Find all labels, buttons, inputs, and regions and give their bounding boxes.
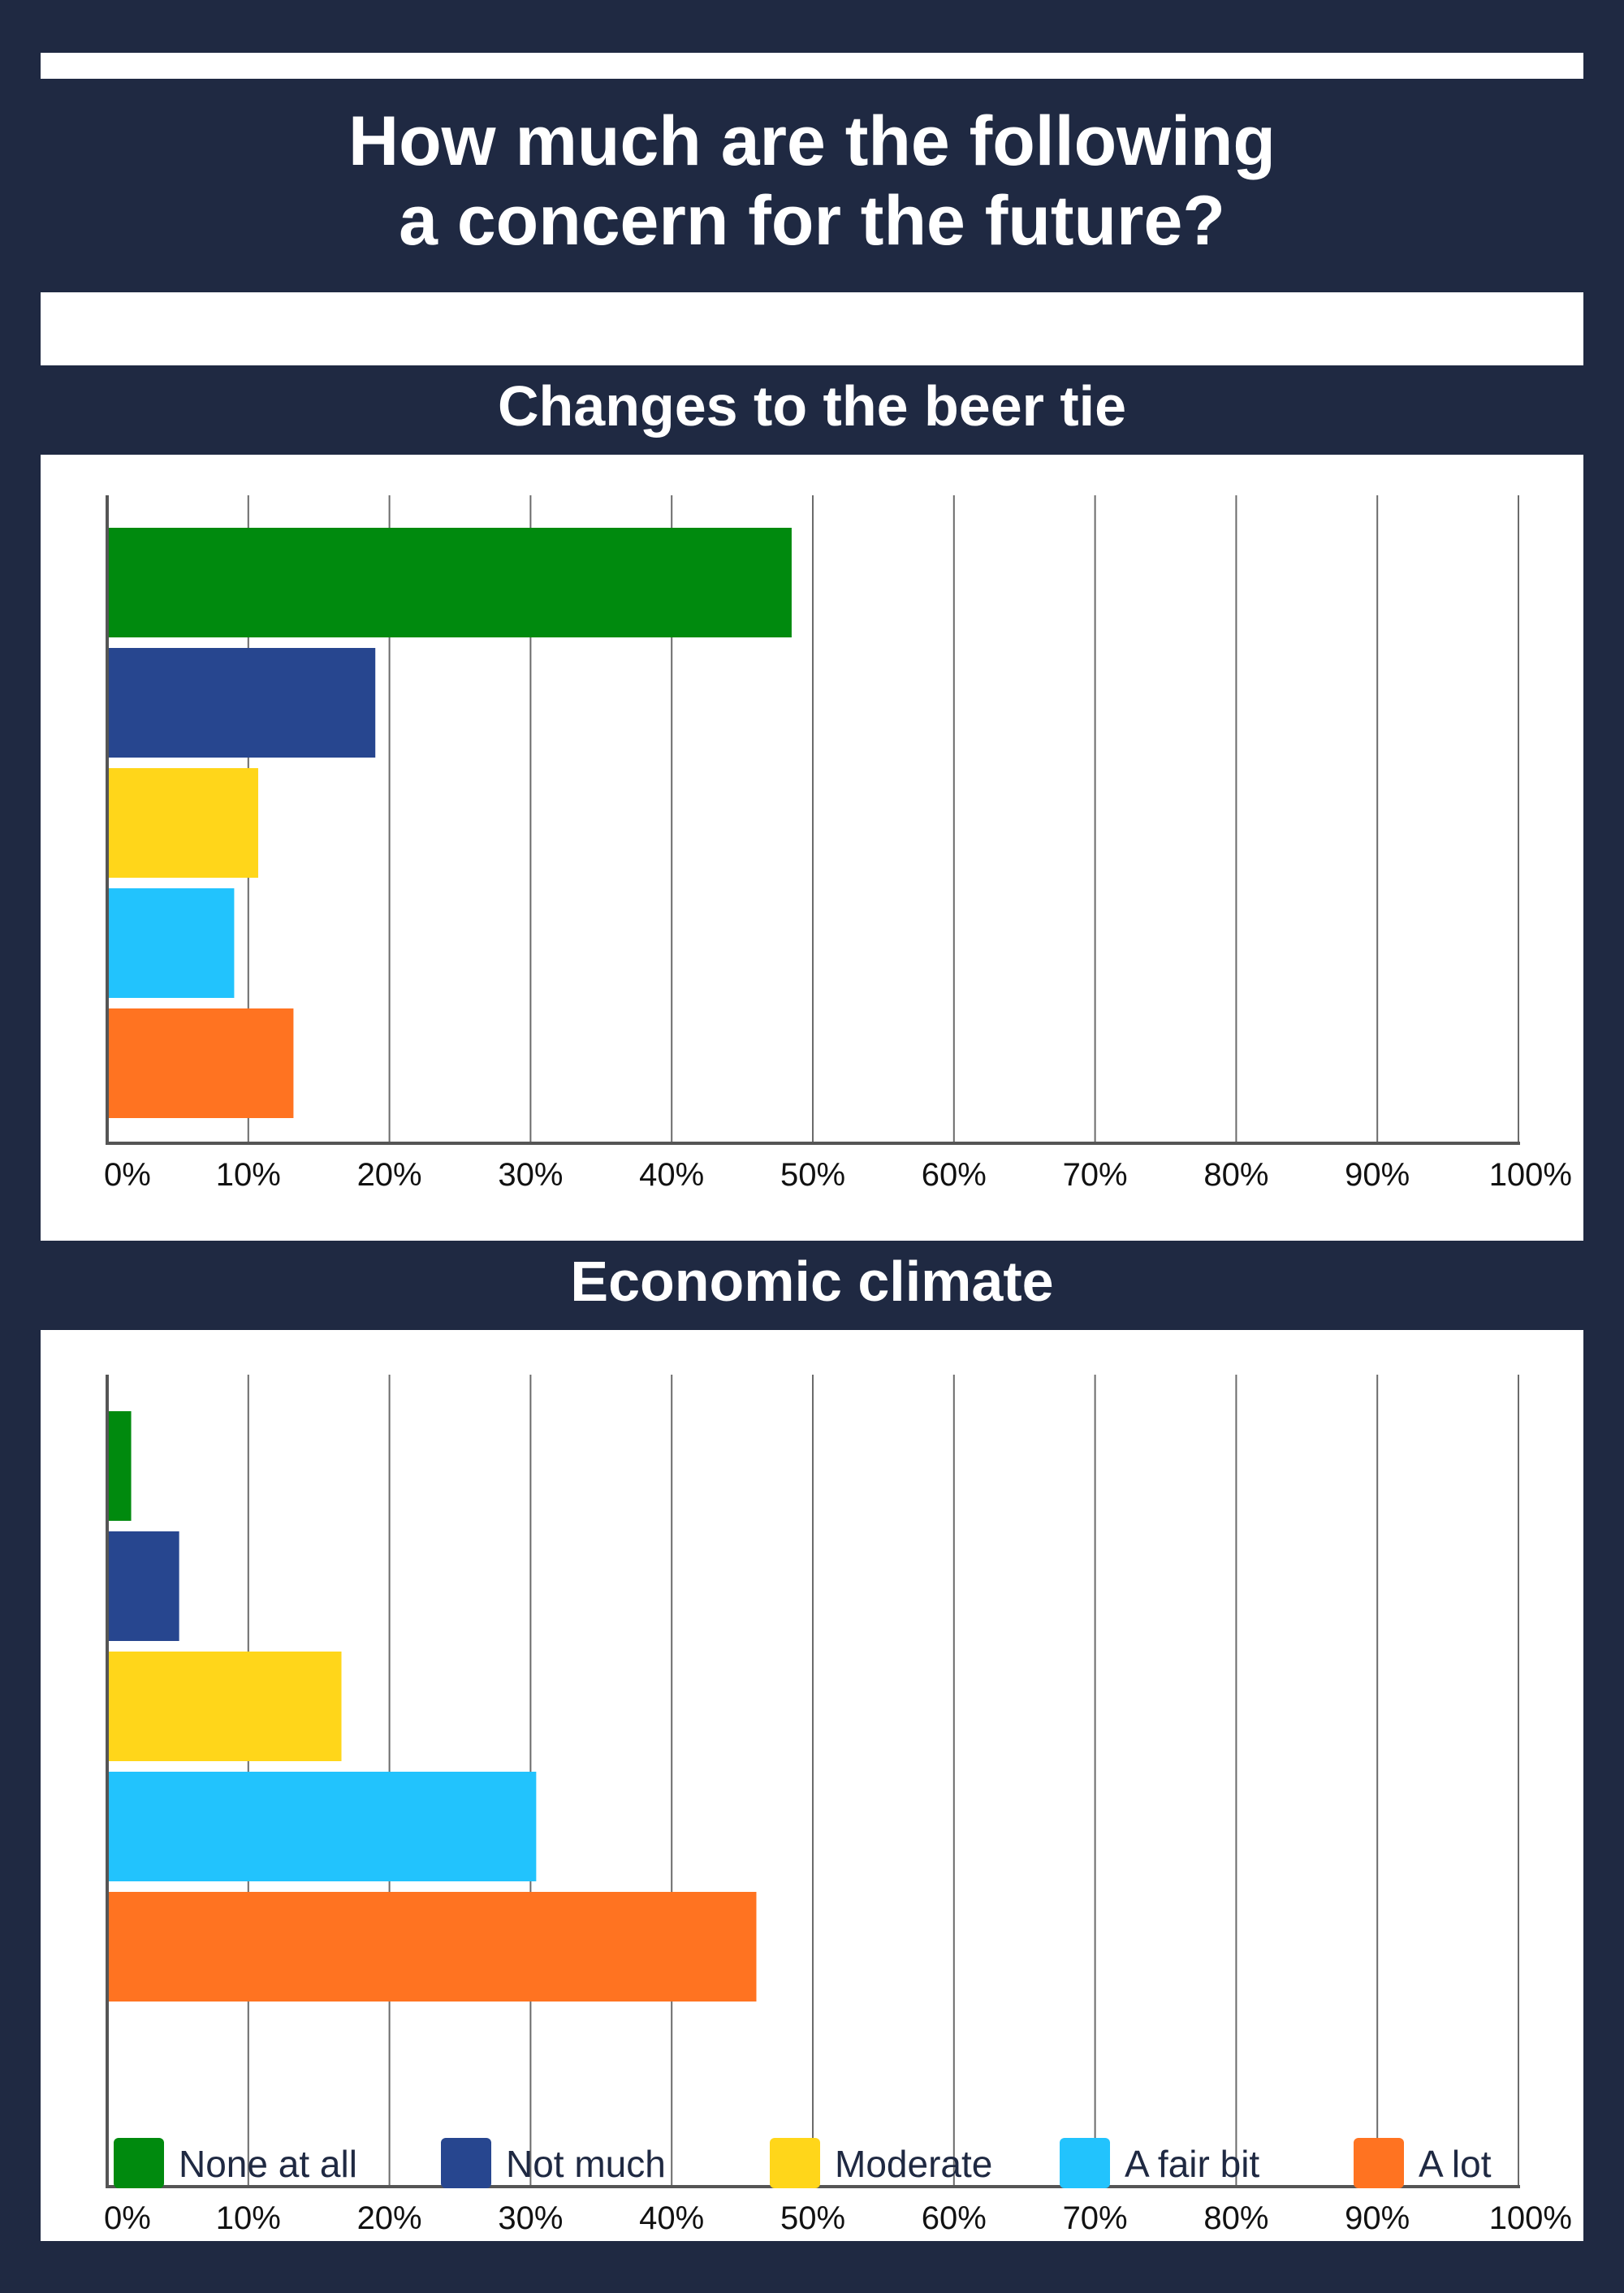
chart-2-svg: 0% 10% 20% 30% 40% 50% 60% 70% 80% 90% 100% [104,1375,1572,2236]
bar-not-much [107,1531,179,1641]
chart-2-panel: 0% 10% 20% 30% 40% 50% 60% 70% 80% 90% 100% [41,1330,1583,2241]
tick-label: 70% [1063,2200,1128,2236]
tick-label: 10% [216,2200,281,2236]
tick-label: 90% [1345,2200,1410,2236]
legend-label: Not much [506,2143,666,2185]
tick-label: 30% [498,1157,563,1193]
bar-none-at-all [107,528,792,637]
bar-moderate [107,768,258,878]
bar-a-lot [107,1008,294,1118]
tick-label: 60% [922,1157,987,1193]
chart-1-svg: 0% 10% 20% 30% 40% 50% 60% 70% 80% 90% 100% [104,495,1572,1193]
chart-2-title: Economic climate [570,1250,1054,1313]
tick-label: 100% [1489,1157,1572,1193]
tick-label: 100% [1489,2200,1572,2236]
page-title: How much are the following a concern for… [348,102,1276,260]
legend-label: A lot [1419,2143,1492,2185]
legend-swatch [441,2138,491,2188]
tick-label: 50% [780,1157,845,1193]
tick-label: 80% [1203,1157,1268,1193]
tick-label: 20% [357,2200,422,2236]
legend-label: None at all [179,2143,357,2185]
tick-label: 0% [104,2200,151,2236]
legend-label: A fair bit [1125,2143,1260,2185]
tick-label: 10% [216,1157,281,1193]
bar-a-fair-bit [107,1772,537,1881]
title-divider [41,292,1583,365]
bar-moderate [107,1652,342,1761]
legend-label: Moderate [835,2143,993,2185]
tick-label: 20% [357,1157,422,1193]
tick-label: 50% [780,2200,845,2236]
tick-label: 90% [1345,1157,1410,1193]
legend: None at all Not much Moderate A fair bit… [114,2135,1543,2192]
tick-label: 0% [104,1157,151,1193]
legend-swatch [1060,2138,1110,2188]
top-divider [41,53,1583,79]
bar-a-fair-bit [107,888,235,998]
tick-label: 60% [922,2200,987,2236]
legend-swatch [1354,2138,1404,2188]
chart-1-title: Changes to the beer tie [497,374,1127,438]
legend-swatch [114,2138,164,2188]
legend-swatch [770,2138,820,2188]
tick-label: 40% [639,2200,704,2236]
tick-label: 40% [639,1157,704,1193]
tick-label: 30% [498,2200,563,2236]
tick-label: 70% [1063,1157,1128,1193]
bar-a-lot [107,1892,757,2002]
chart-1-panel: 0% 10% 20% 30% 40% 50% 60% 70% 80% 90% 100% [41,455,1583,1241]
tick-label: 80% [1203,2200,1268,2236]
bar-none-at-all [107,1411,132,1521]
bar-not-much [107,648,376,758]
